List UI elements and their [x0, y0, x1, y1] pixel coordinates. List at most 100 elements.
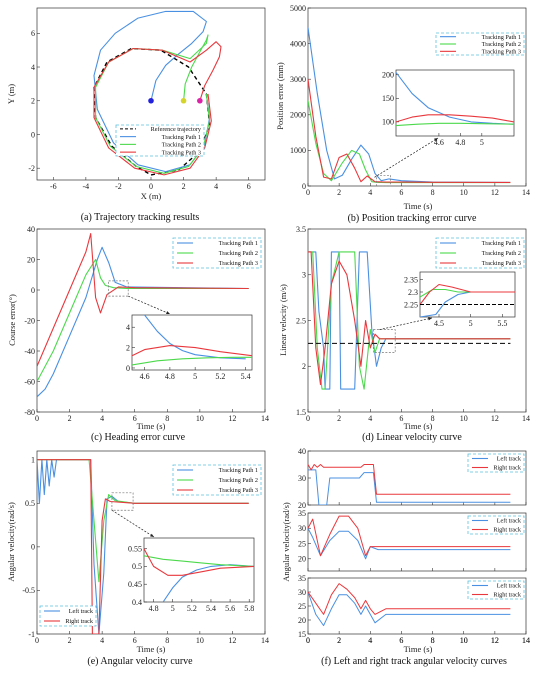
y-tick-label: 40: [27, 225, 35, 234]
series-group: [132, 315, 252, 366]
x-tick-label: 5: [480, 138, 484, 147]
y-tick-label: -40: [24, 347, 35, 356]
x-tick-label: 5.5: [497, 319, 507, 328]
y-tick-label: 0.55: [128, 544, 142, 553]
zoom-arrow: [111, 509, 155, 538]
x-tick-label: 4.8: [165, 372, 175, 381]
y-tick-label: 35: [298, 509, 306, 518]
zoom-arrow: [128, 295, 171, 315]
subplot-f-2: 20 25 30 35 Left track Right track: [298, 509, 527, 572]
inset-e: 4.8 5 5.2 5.4 5.6 5.8 0.4 0.45 0.5 0.55: [128, 537, 255, 613]
legend-box: [115, 124, 205, 157]
y-tick-label: 5000: [290, 4, 306, 13]
x-tick-label: 0: [306, 414, 310, 423]
series-group: [308, 515, 511, 560]
series-line-1: [37, 246, 249, 398]
x-tick-label: 14: [522, 188, 530, 197]
x-tick-label: 5.2: [215, 372, 225, 381]
panel-caption: (a) Trajectory tracking results: [81, 212, 200, 223]
series-line-1: [308, 27, 511, 183]
subplot-f-1: 20 30 40 Left track Right track: [298, 447, 527, 510]
start-point-marker: [148, 97, 154, 104]
x-tick-label: -4: [83, 182, 90, 191]
series-line-1: [308, 469, 511, 505]
x-tick-label: 4: [368, 188, 372, 197]
y-tick-label: 0.4: [132, 598, 142, 607]
x-tick-label: 10: [460, 414, 468, 423]
y-tick-label: 2.25: [404, 300, 418, 309]
x-tick-label: 0: [35, 414, 39, 423]
x-tick-label: 2: [182, 182, 186, 191]
x-tick-label: 5.2: [187, 604, 197, 613]
x-tick-label: 5.8: [244, 604, 254, 613]
legend-label: Left track: [497, 518, 522, 525]
y-tick-label: 2: [126, 343, 130, 352]
y-tick-label: 3.5: [296, 225, 306, 234]
x-tick-label: 8: [431, 636, 435, 645]
y-tick-label: 0: [31, 543, 35, 552]
legend-label: Right track: [65, 618, 94, 625]
legend-label: Tracking Path 2: [219, 250, 258, 257]
y-tick-label: 4: [31, 63, 35, 72]
axes-frame: [143, 537, 255, 603]
legend-label: Tracking Path 1: [482, 240, 521, 247]
legend-label: Tracking Path 1: [219, 467, 258, 474]
y-tick-label: 4: [126, 323, 130, 332]
legend-label: Right track: [493, 592, 522, 599]
y-axis-label: Course error(°): [7, 294, 17, 346]
series-line-1: [308, 591, 511, 627]
legend-label: Right track: [493, 527, 522, 534]
x-tick-label: 0: [306, 636, 310, 645]
x-tick-label: 10: [460, 188, 468, 197]
x-tick-label: 4: [368, 636, 372, 645]
series-group: [308, 583, 511, 627]
y-tick-label: 30: [298, 474, 306, 483]
y-tick-label: 2.5: [296, 316, 306, 325]
zoom-arrowhead: [150, 533, 154, 537]
x-axis-label: Time (s): [137, 644, 166, 654]
y-tick-label: 1.5: [296, 408, 306, 417]
series-line-1: [93, 47, 211, 176]
y-tick-label: 20: [298, 616, 306, 625]
y-tick-label: 25: [298, 539, 306, 548]
series-line-4: [93, 41, 222, 176]
series-line-3: [37, 459, 249, 634]
y-axis-label: Linear velocity (m/s): [278, 284, 288, 356]
legend-label: Tracking Path 2: [219, 477, 258, 484]
y-tick-label: 20: [27, 255, 35, 264]
x-axis-label: X (m): [141, 191, 162, 201]
y-tick-label: 200: [382, 71, 394, 80]
series-line-3: [132, 345, 252, 357]
y-tick-label: 100: [382, 118, 394, 127]
zoom-region: [373, 329, 396, 353]
y-tick-label: -1: [28, 630, 35, 639]
x-tick-label: 5.6: [225, 604, 235, 613]
x-tick-label: 10: [196, 414, 204, 423]
series-line-2: [308, 583, 511, 615]
x-tick-label: 4: [368, 636, 372, 645]
y-tick-label: 1000: [290, 146, 306, 155]
y-tick-label: 3000: [290, 75, 306, 84]
x-tick-label: 6: [399, 414, 403, 423]
y-tick-label: 0.5: [132, 562, 142, 571]
zoom-region: [376, 174, 391, 187]
series-line-1: [396, 72, 514, 125]
series-line-3: [37, 233, 249, 367]
y-tick-label: -80: [24, 408, 35, 417]
x-tick-label: 8: [431, 636, 435, 645]
x-tick-label: 4.5: [434, 319, 444, 328]
x-tick-label: 4: [100, 636, 104, 645]
series-line-3: [420, 283, 515, 305]
axes-frame: [419, 271, 516, 318]
x-tick-label: 14: [522, 636, 530, 645]
legend-label: Left track: [497, 456, 522, 463]
series-line-3: [396, 114, 514, 123]
series-group: [420, 283, 515, 317]
y-tick-label: 0: [31, 130, 35, 139]
y-tick-label: 30: [298, 588, 306, 597]
x-tick-label: 4.6: [434, 138, 444, 147]
series-group: [308, 464, 511, 505]
x-tick-label: 2: [68, 636, 72, 645]
